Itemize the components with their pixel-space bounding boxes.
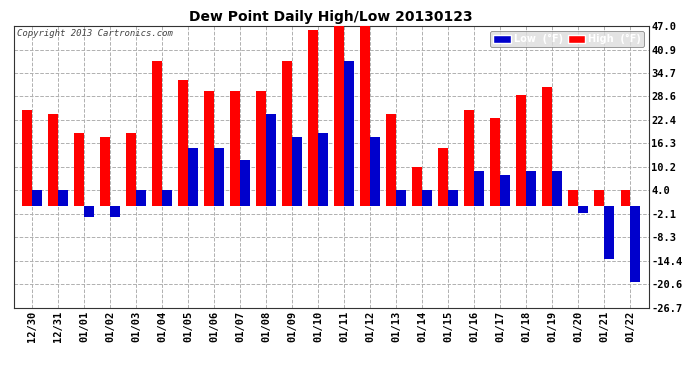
Bar bbox=[230, 91, 240, 206]
Bar bbox=[282, 61, 292, 206]
Legend: Low  (°F), High  (°F): Low (°F), High (°F) bbox=[490, 31, 644, 47]
Bar bbox=[578, 206, 589, 213]
Bar bbox=[335, 26, 344, 206]
Bar bbox=[318, 133, 328, 206]
Bar bbox=[500, 175, 510, 206]
Bar bbox=[240, 160, 250, 206]
Bar bbox=[542, 87, 552, 206]
Bar bbox=[204, 91, 214, 206]
Bar bbox=[308, 30, 318, 206]
Bar bbox=[100, 137, 110, 206]
Bar bbox=[620, 190, 631, 206]
Bar bbox=[126, 133, 136, 206]
Bar bbox=[48, 114, 58, 206]
Bar bbox=[491, 118, 500, 206]
Bar bbox=[266, 114, 276, 206]
Bar bbox=[631, 206, 640, 282]
Bar bbox=[371, 137, 380, 206]
Bar bbox=[396, 190, 406, 206]
Bar bbox=[413, 168, 422, 206]
Title: Dew Point Daily High/Low 20130123: Dew Point Daily High/Low 20130123 bbox=[189, 10, 473, 24]
Bar bbox=[569, 190, 578, 206]
Text: Copyright 2013 Cartronics.com: Copyright 2013 Cartronics.com bbox=[17, 29, 173, 38]
Bar bbox=[214, 148, 224, 206]
Bar bbox=[516, 95, 526, 206]
Bar bbox=[474, 171, 484, 206]
Bar bbox=[84, 206, 94, 217]
Bar bbox=[604, 206, 614, 259]
Bar bbox=[552, 171, 562, 206]
Bar bbox=[32, 190, 42, 206]
Bar bbox=[74, 133, 84, 206]
Bar bbox=[464, 110, 474, 206]
Bar bbox=[386, 114, 396, 206]
Bar bbox=[448, 190, 458, 206]
Bar bbox=[178, 80, 188, 206]
Bar bbox=[58, 190, 68, 206]
Bar bbox=[162, 190, 172, 206]
Bar bbox=[438, 148, 449, 206]
Bar bbox=[526, 171, 536, 206]
Bar bbox=[22, 110, 32, 206]
Bar bbox=[110, 206, 120, 217]
Bar bbox=[422, 190, 432, 206]
Bar bbox=[136, 190, 146, 206]
Bar bbox=[360, 26, 371, 206]
Bar bbox=[595, 190, 604, 206]
Bar bbox=[292, 137, 302, 206]
Bar bbox=[344, 61, 354, 206]
Bar bbox=[256, 91, 266, 206]
Bar bbox=[152, 61, 162, 206]
Bar bbox=[188, 148, 198, 206]
